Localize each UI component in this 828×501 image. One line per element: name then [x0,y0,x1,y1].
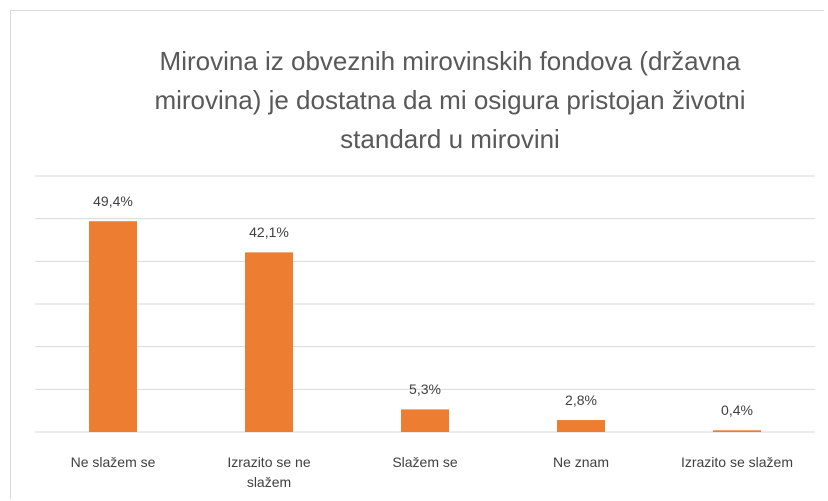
x-tick-label: Slažem se [392,454,458,470]
bar [713,430,761,432]
x-tick-label: Ne slažem se [70,454,156,470]
data-label: 5,3% [409,381,441,397]
data-label: 0,4% [721,402,753,418]
chart-title: Mirovina iz obveznih mirovinskih fondova… [154,46,746,154]
x-tick-label: Ne znam [552,454,610,470]
x-tick-label: Izrazito se ne slažem [227,454,311,490]
bar [89,221,137,432]
bar [245,252,293,432]
data-label: 2,8% [565,392,597,408]
x-tick-label: Izrazito se slažem [680,454,794,470]
bar [401,409,449,432]
data-label: 42,1% [249,224,289,240]
chart-frame [10,10,824,499]
bar [557,420,605,432]
data-label: 49,4% [93,193,133,209]
